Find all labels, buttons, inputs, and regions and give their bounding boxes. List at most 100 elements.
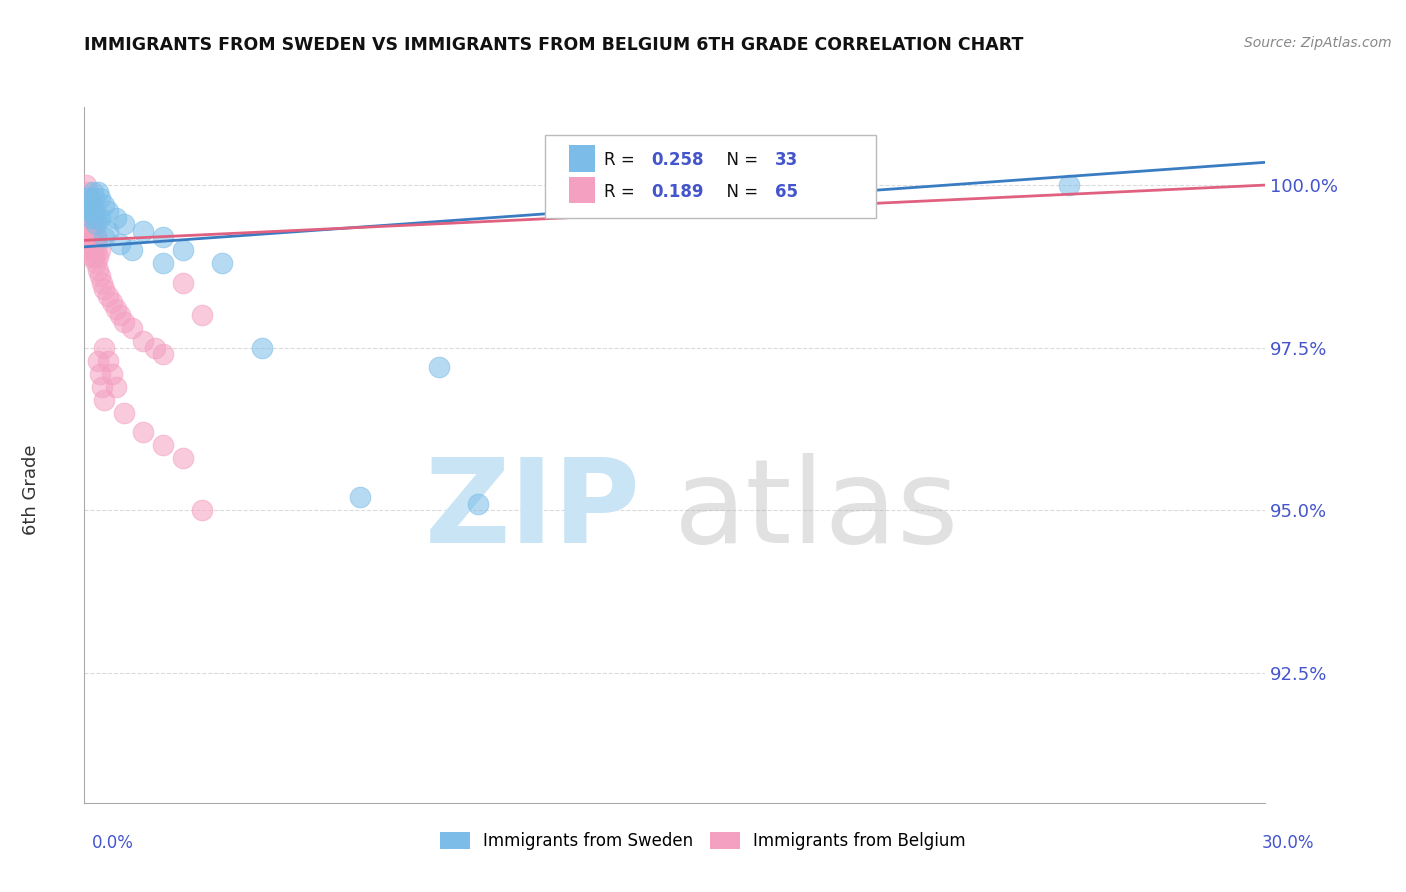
Point (87, 262, 110, 277)
Point (101, 367, 124, 381)
Point (108, 236, 131, 251)
Point (191, 308, 214, 322)
Point (84, 204, 107, 219)
Point (77, 191, 100, 205)
Text: 0.189: 0.189 (651, 183, 704, 201)
Text: N =: N = (716, 151, 769, 169)
Text: Source: ZipAtlas.com: Source: ZipAtlas.com (1244, 36, 1392, 50)
Point (84, 224, 107, 238)
Point (75, 178, 97, 192)
Point (76, 197, 98, 211)
Point (84, 217, 107, 231)
Point (76, 185, 98, 199)
Point (152, 438, 174, 452)
Point (191, 503, 214, 517)
Point (75, 204, 97, 219)
Point (80, 197, 103, 211)
Point (89, 269, 111, 284)
Point (87, 353, 110, 368)
Point (77, 217, 100, 231)
Text: 6th Grade: 6th Grade (22, 444, 41, 535)
Point (93, 392, 115, 407)
Point (172, 243, 194, 257)
Bar (568, 145, 595, 172)
Point (250, 341, 273, 355)
Point (82, 243, 104, 257)
Point (143, 341, 166, 355)
Point (152, 230, 174, 244)
Point (77, 204, 100, 219)
Text: R =: R = (605, 151, 645, 169)
Point (112, 217, 135, 231)
Point (1057, 178, 1080, 192)
Point (152, 256, 174, 270)
Point (82, 204, 104, 219)
Text: 65: 65 (775, 183, 799, 201)
Point (121, 321, 143, 335)
Point (91, 276, 114, 290)
Point (76, 211, 98, 225)
Point (83, 217, 105, 231)
Point (83, 191, 105, 205)
Point (82, 230, 104, 244)
Text: atlas: atlas (673, 453, 959, 568)
Text: 30.0%: 30.0% (1263, 834, 1315, 852)
Point (82, 217, 104, 231)
Point (79, 230, 101, 244)
Text: N =: N = (716, 183, 769, 201)
Point (79, 191, 101, 205)
Point (91, 379, 114, 393)
Point (75, 197, 97, 211)
FancyBboxPatch shape (546, 135, 876, 219)
Point (83, 236, 105, 251)
Point (87, 250, 110, 264)
Point (89, 367, 111, 381)
Point (104, 379, 127, 393)
Point (172, 276, 194, 290)
Point (82, 204, 104, 219)
Point (79, 236, 101, 251)
Point (84, 211, 107, 225)
Point (93, 230, 115, 244)
Point (93, 341, 115, 355)
Point (79, 204, 101, 219)
Point (132, 224, 155, 238)
Point (87, 185, 110, 199)
Point (132, 334, 155, 348)
Text: ZIP: ZIP (425, 453, 641, 568)
Point (77, 191, 100, 205)
Text: IMMIGRANTS FROM SWEDEN VS IMMIGRANTS FROM BELGIUM 6TH GRADE CORRELATION CHART: IMMIGRANTS FROM SWEDEN VS IMMIGRANTS FRO… (84, 36, 1024, 54)
Point (76, 217, 98, 231)
Point (211, 256, 233, 270)
Point (97, 204, 120, 219)
Point (82, 250, 104, 264)
Point (83, 250, 105, 264)
Bar (568, 177, 595, 203)
Point (93, 282, 115, 296)
Point (108, 308, 131, 322)
Point (97, 353, 120, 368)
Point (97, 224, 120, 238)
Point (172, 451, 194, 466)
Point (89, 191, 111, 205)
Point (101, 295, 124, 310)
Text: R =: R = (605, 183, 645, 201)
Point (84, 256, 107, 270)
Point (82, 211, 104, 225)
Point (80, 211, 103, 225)
Point (89, 211, 111, 225)
Point (77, 211, 100, 225)
Point (104, 211, 127, 225)
Point (93, 197, 115, 211)
Point (97, 288, 120, 302)
Point (121, 243, 143, 257)
Text: 33: 33 (775, 151, 799, 169)
Point (112, 315, 135, 329)
Point (112, 406, 135, 420)
Point (84, 230, 107, 244)
Text: 0.258: 0.258 (651, 151, 704, 169)
Point (467, 497, 489, 511)
Point (84, 230, 107, 244)
Point (152, 347, 174, 361)
Point (82, 197, 104, 211)
